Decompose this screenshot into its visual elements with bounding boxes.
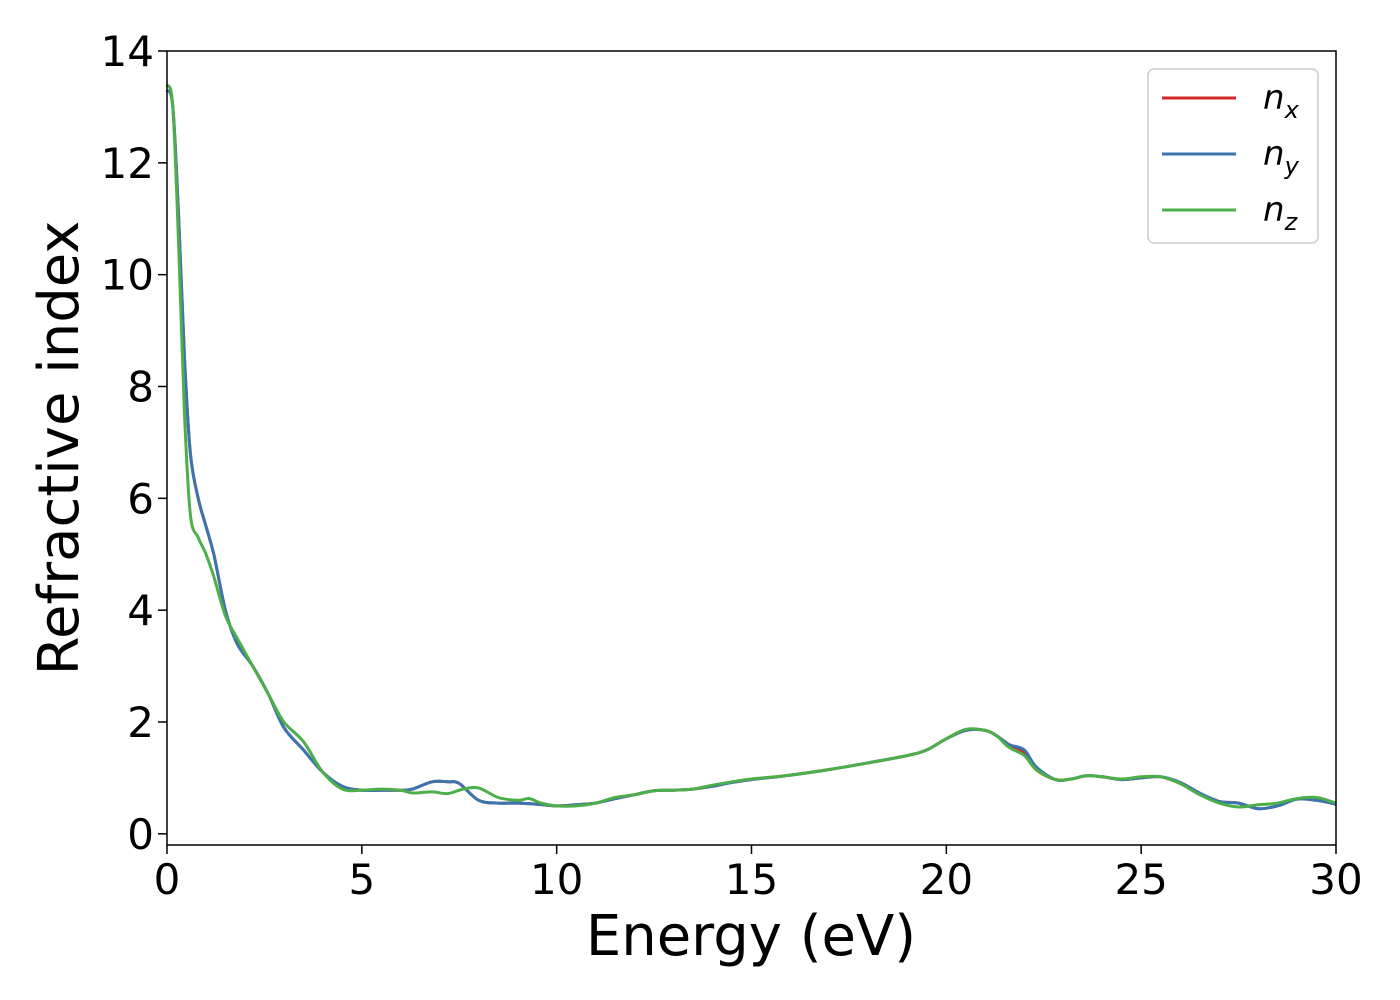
y-tick-label: 0 <box>127 810 154 859</box>
y-tick-label: 6 <box>127 474 154 523</box>
x-axis-ticks: 0 5 10 15 20 25 30 <box>154 845 1363 904</box>
x-tick-label: 30 <box>1309 855 1362 904</box>
y-tick-label: 4 <box>127 586 154 635</box>
x-tick-label: 5 <box>348 855 375 904</box>
x-tick-label: 15 <box>725 855 778 904</box>
y-tick-label: 10 <box>101 251 154 300</box>
legend-label-nz: nz <box>1263 190 1299 236</box>
legend-label-ny: ny <box>1263 134 1300 180</box>
series-lines <box>165 83 1337 811</box>
y-tick-label: 12 <box>101 139 154 188</box>
x-tick-label: 10 <box>530 855 583 904</box>
y-tick-label: 14 <box>101 27 154 76</box>
x-tick-label: 25 <box>1114 855 1167 904</box>
y-tick-label: 8 <box>127 362 154 411</box>
y-axis-ticks: 0 2 4 6 8 10 12 14 <box>101 27 167 859</box>
x-tick-label: 0 <box>154 855 181 904</box>
series-line-nz <box>165 83 1337 809</box>
legend: nx ny nz <box>1147 68 1319 244</box>
y-tick-label: 2 <box>127 698 154 747</box>
legend-label-nx: nx <box>1263 78 1300 124</box>
x-tick-label: 20 <box>920 855 973 904</box>
y-axis-title: Refractive index <box>27 221 92 676</box>
legend-frame <box>1147 68 1319 244</box>
x-axis-title: Energy (eV) <box>586 904 916 969</box>
